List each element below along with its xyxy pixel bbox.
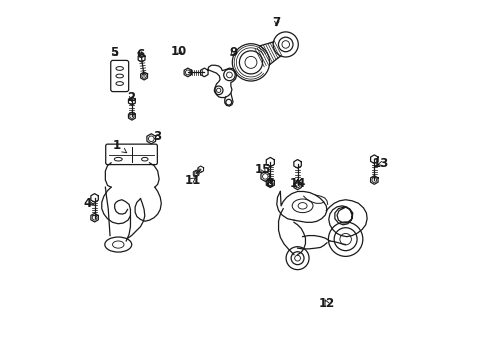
Text: 5: 5: [110, 46, 119, 59]
Text: 4: 4: [83, 197, 94, 210]
Text: 14: 14: [289, 177, 305, 190]
Text: 6: 6: [136, 48, 144, 61]
Text: 2: 2: [127, 91, 135, 104]
Text: 3: 3: [153, 130, 162, 144]
Text: 12: 12: [318, 297, 334, 310]
Text: 13: 13: [372, 157, 388, 170]
Text: 8: 8: [265, 177, 273, 190]
Text: 15: 15: [254, 163, 271, 176]
Text: 11: 11: [184, 174, 200, 186]
Text: 1: 1: [113, 139, 126, 153]
Text: 7: 7: [272, 16, 280, 29]
Text: 10: 10: [171, 45, 187, 58]
Text: 9: 9: [228, 46, 237, 59]
